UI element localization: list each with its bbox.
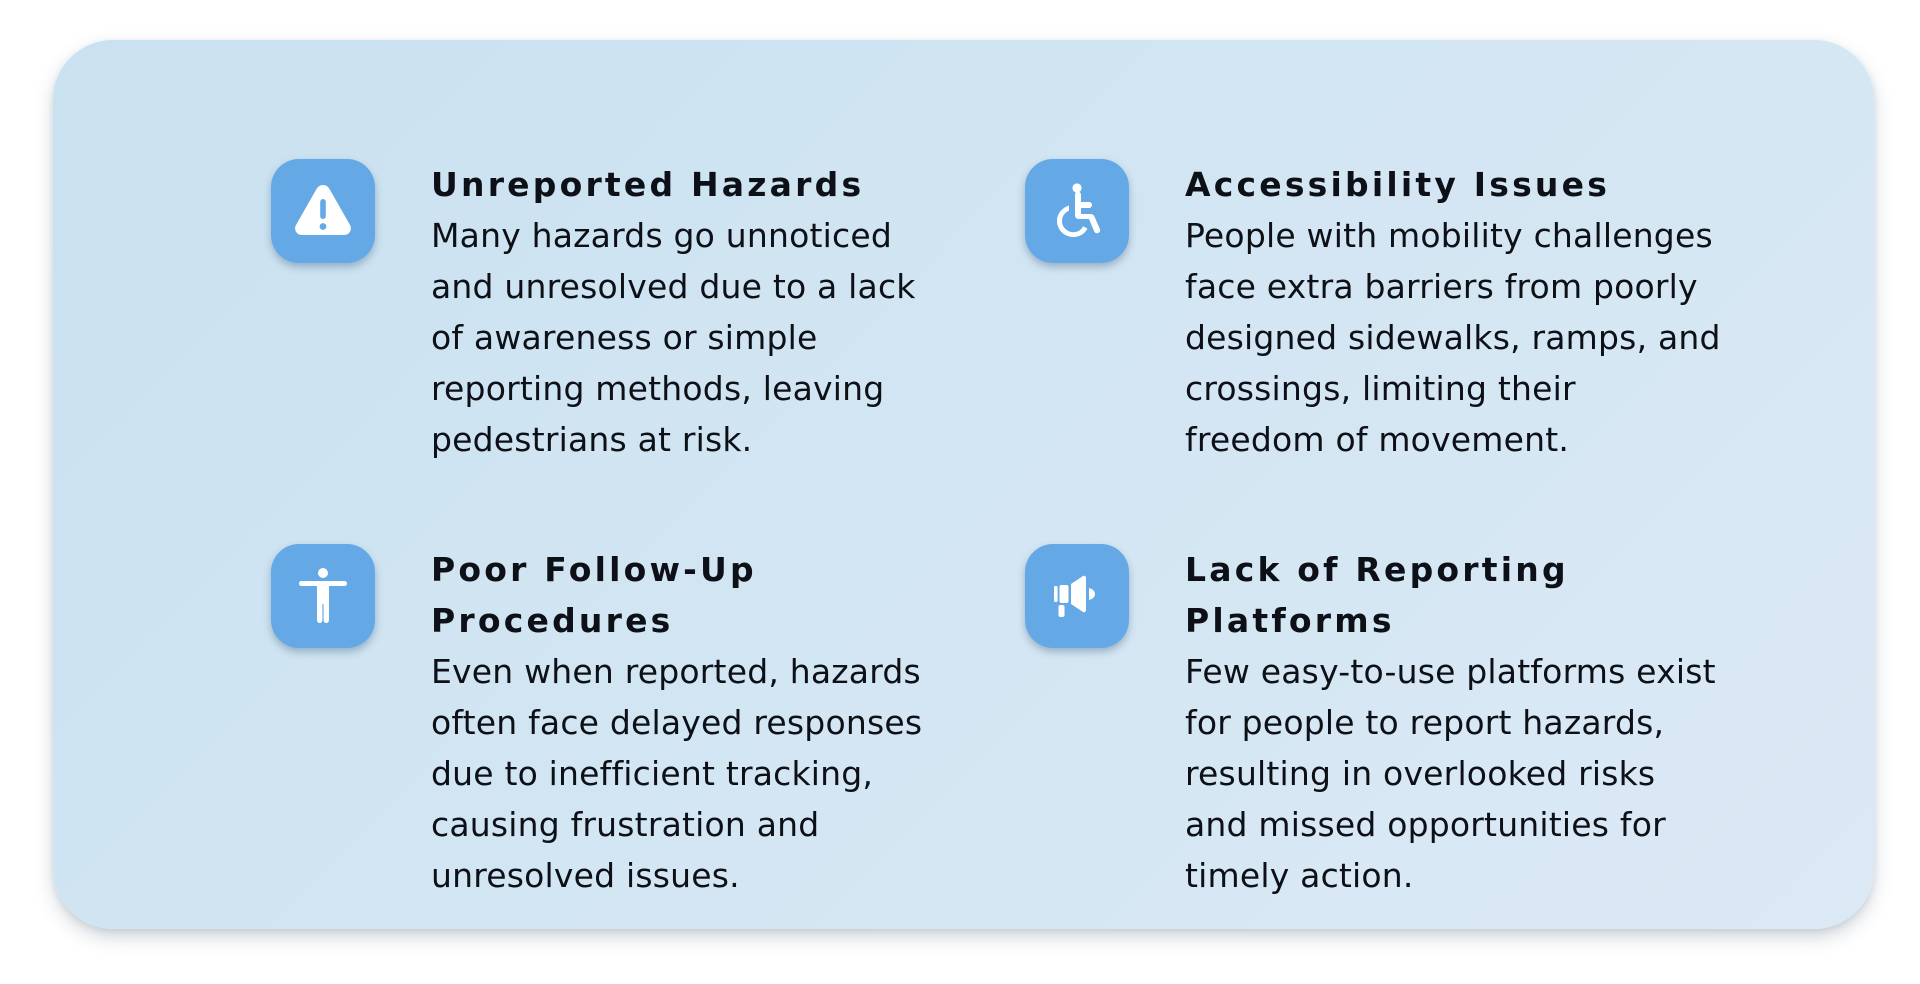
card-description: People with mobility challenges face ext…	[1185, 210, 1745, 465]
description-line: often face delayed responses	[431, 703, 923, 742]
card-title: Lack of Reporting Platforms	[1185, 544, 1745, 646]
accessibility-person-icon	[299, 568, 347, 623]
card-description: Few easy-to-use platforms exist for peop…	[1185, 646, 1745, 901]
card-description: Even when reported, hazards often face d…	[431, 646, 991, 901]
description-line: Even when reported, hazards	[431, 652, 921, 691]
title-line: Procedures	[431, 601, 674, 640]
card-text: Poor Follow-Up Procedures Even when repo…	[431, 544, 991, 901]
card-title: Unreported Hazards	[431, 165, 865, 204]
description-line: and unresolved due to a lack	[431, 267, 916, 306]
description-line: People with mobility challenges	[1185, 216, 1713, 255]
description-line: and missed opportunities for	[1185, 805, 1666, 844]
description-line: unresolved issues.	[431, 856, 740, 895]
description-line: designed sidewalks, ramps, and	[1185, 318, 1721, 357]
card-text: Unreported Hazards Many hazards go unnot…	[431, 159, 991, 465]
title-line: Lack of Reporting	[1185, 550, 1569, 589]
wheelchair-icon	[1057, 183, 1101, 237]
problems-panel: Unreported Hazards Many hazards go unnot…	[53, 40, 1874, 929]
card-text: Lack of Reporting Platforms Few easy-to-…	[1185, 544, 1745, 901]
card-title: Poor Follow-Up Procedures	[431, 544, 991, 646]
description-line: Many hazards go unnoticed	[431, 216, 892, 255]
description-line: causing frustration and	[431, 805, 820, 844]
accessibility-person-icon-tile	[271, 544, 375, 648]
description-line: face extra barriers from poorly	[1185, 267, 1698, 306]
description-line: freedom of movement.	[1185, 420, 1570, 459]
megaphone-icon	[1054, 575, 1095, 617]
wheelchair-icon-tile	[1025, 159, 1129, 263]
title-line: Poor Follow-Up	[431, 550, 757, 589]
warning-triangle-icon	[295, 185, 351, 235]
description-line: timely action.	[1185, 856, 1414, 895]
description-line: due to inefficient tracking,	[431, 754, 874, 793]
card-description: Many hazards go unnoticed and unresolved…	[431, 210, 991, 465]
description-line: resulting in overlooked risks	[1185, 754, 1656, 793]
card-text: Accessibility Issues People with mobilit…	[1185, 159, 1745, 465]
card-title: Accessibility Issues	[1185, 165, 1611, 204]
description-line: of awareness or simple	[431, 318, 818, 357]
description-line: Few easy-to-use platforms exist	[1185, 652, 1716, 691]
megaphone-icon-tile	[1025, 544, 1129, 648]
description-line: for people to report hazards,	[1185, 703, 1665, 742]
description-line: reporting methods, leaving	[431, 369, 885, 408]
title-line: Platforms	[1185, 601, 1395, 640]
warning-icon-tile	[271, 159, 375, 263]
description-line: crossings, limiting their	[1185, 369, 1576, 408]
description-line: pedestrians at risk.	[431, 420, 753, 459]
